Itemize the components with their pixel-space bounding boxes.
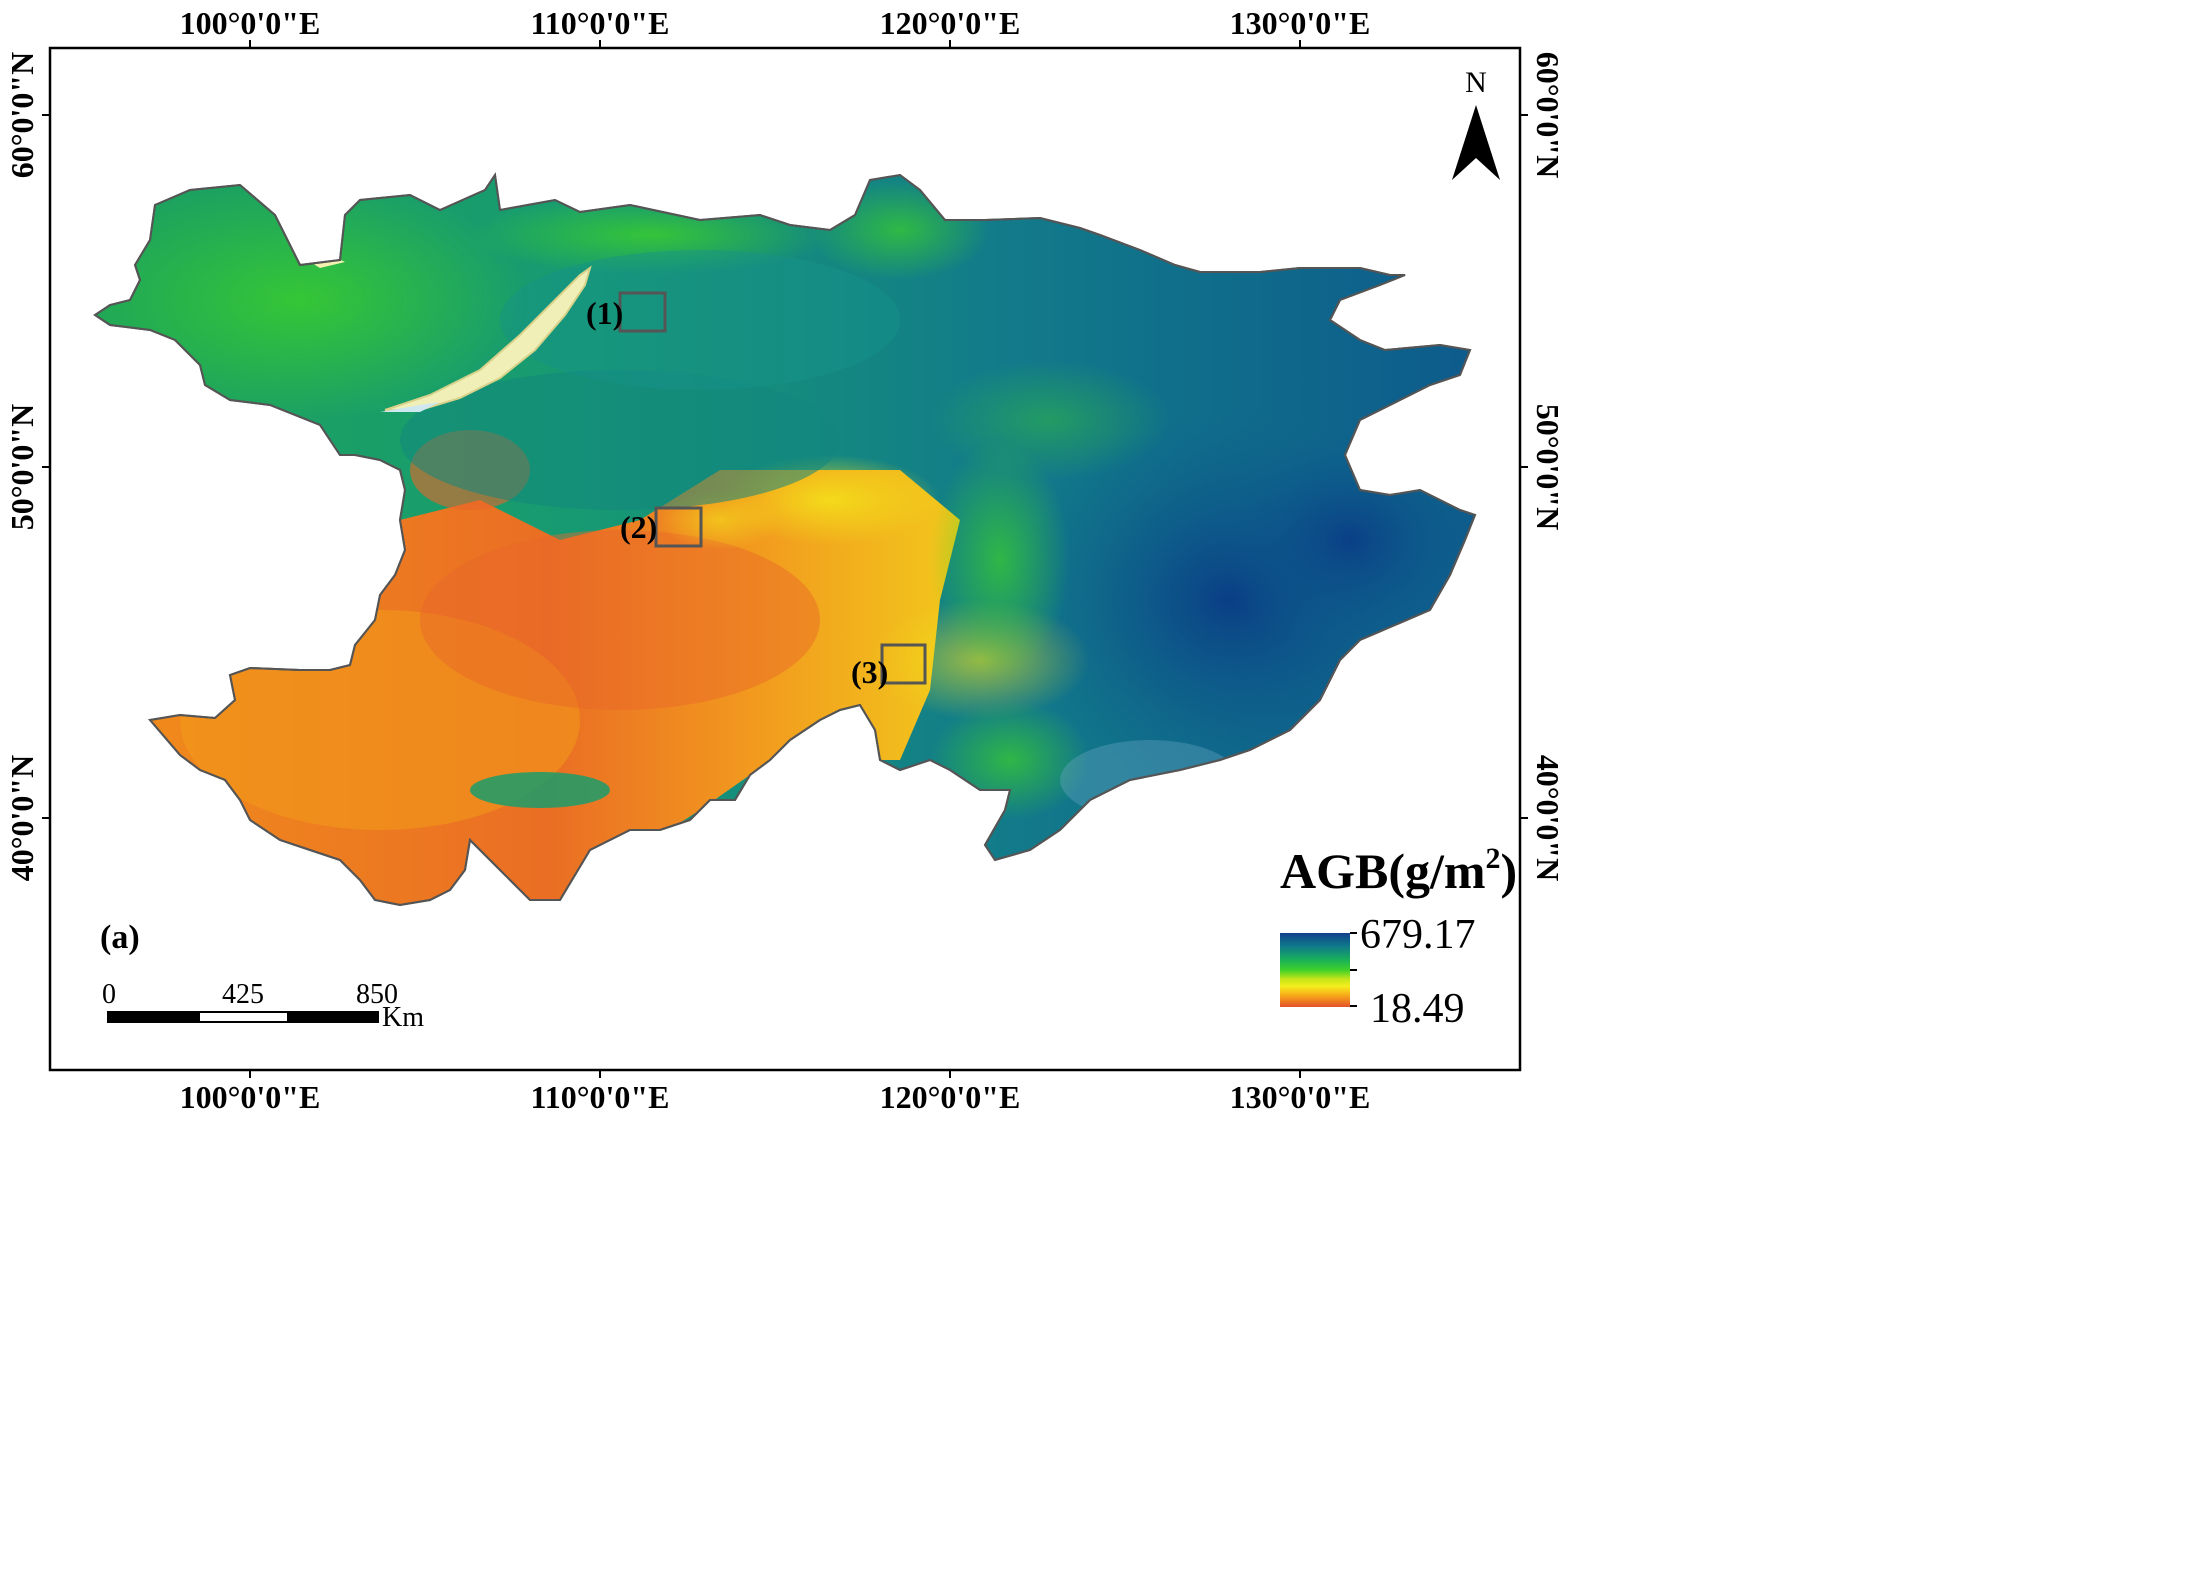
legend-max-value: 679.17 [1360,912,1476,958]
left-lat-label-60: 60°0'0"N [4,52,40,179]
right-lat-label-60: 60°0'0"N [1530,52,1566,179]
left-lat-label-50: 50°0'0"N [4,404,40,531]
bottom-lon-label-100: 100°0'0"E [180,1079,321,1115]
scale-unit: Km [382,1002,424,1033]
north-arrow-icon: N [1452,66,1500,180]
right-lat-label-40: 40°0'0"N [1530,755,1566,882]
legend-title: AGB(g/m2) [1280,842,1517,899]
north-label: N [1465,66,1487,99]
legend-title-main: AGB(g/m [1280,843,1486,899]
land-outline [93,172,1477,907]
map-frame [48,46,1522,1072]
legend-min-value: 18.49 [1370,986,1465,1032]
legend-title-end: ) [1501,843,1518,899]
scale-label-850: 850 [356,979,398,1010]
bottom-lon-label-130: 130°0'0"E [1230,1079,1371,1115]
inset-label-1: (1) [586,295,623,331]
scale-label-0: 0 [102,979,116,1010]
bottom-lon-label-110: 110°0'0"E [530,1079,669,1115]
top-lon-label-100: 100°0'0"E [180,5,321,41]
legend: AGB(g/m2) 679.17 18.49 [1280,842,1517,1032]
top-lon-label-110: 110°0'0"E [530,5,669,41]
land-raster [95,175,1475,905]
panel-label: (a) [100,919,140,956]
scale-label-425: 425 [222,979,264,1010]
top-ticks [42,40,1528,1078]
scale-bar: 0 425 850 Km [102,979,424,1033]
inset-box-3 [880,643,927,685]
legend-title-sup: 2 [1486,842,1501,875]
left-lat-label-40: 40°0'0"N [4,755,40,882]
legend-color-ramp [1280,933,1350,1007]
top-lon-label-130: 130°0'0"E [1230,5,1371,41]
inset-label-3: (3) [851,654,888,690]
inset-box-2 [654,506,703,548]
right-lat-label-50: 50°0'0"N [1530,404,1566,531]
inset-box-1 [618,291,667,333]
inset-label-2: (2) [620,509,657,545]
bottom-lon-label-120: 120°0'0"E [880,1079,1021,1115]
top-lon-label-120: 120°0'0"E [880,5,1021,41]
